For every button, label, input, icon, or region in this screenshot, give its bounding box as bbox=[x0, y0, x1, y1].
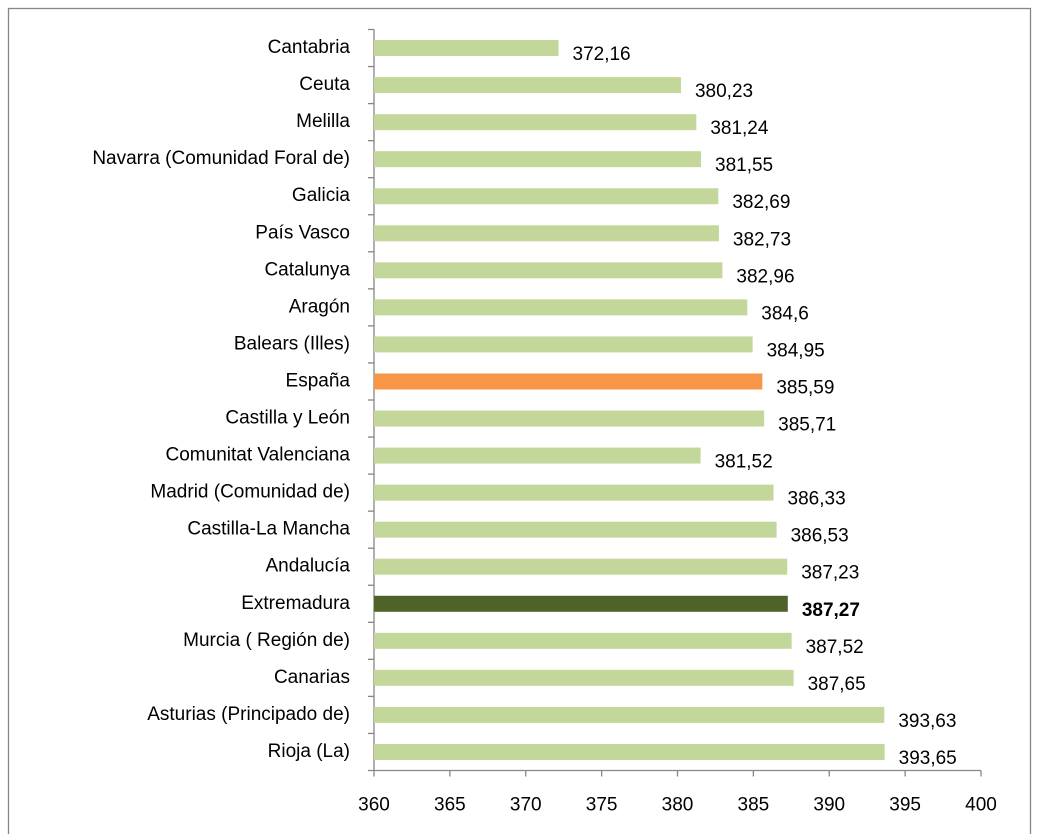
data-label: 384,6 bbox=[761, 303, 809, 324]
data-label: 380,23 bbox=[695, 81, 753, 102]
data-label: 381,24 bbox=[710, 118, 769, 139]
data-label: 382,96 bbox=[736, 266, 794, 287]
data-label: 387,27 bbox=[802, 600, 860, 621]
y-tick-label: Canarias bbox=[274, 667, 350, 688]
x-tick-label: 375 bbox=[586, 795, 618, 816]
data-label: 385,71 bbox=[778, 415, 836, 436]
y-tick-label: Asturias (Principado de) bbox=[147, 704, 350, 725]
y-tick-label: Navarra (Comunidad Foral de) bbox=[92, 148, 350, 169]
bar bbox=[374, 188, 719, 205]
y-tick-label: Murcia ( Región de) bbox=[183, 630, 350, 651]
y-tick-label: Castilla y León bbox=[225, 408, 350, 429]
y-tick-label: Andalucía bbox=[265, 556, 350, 577]
bar bbox=[374, 706, 885, 723]
data-label: 385,59 bbox=[776, 377, 834, 398]
y-tick-label: Balears (Illes) bbox=[234, 333, 350, 354]
data-label: 386,53 bbox=[791, 526, 849, 547]
data-label: 382,69 bbox=[732, 192, 790, 213]
data-label: 382,73 bbox=[733, 229, 791, 250]
bar bbox=[374, 484, 774, 501]
bar bbox=[374, 151, 702, 168]
data-label: 387,23 bbox=[801, 563, 859, 584]
data-label: 387,52 bbox=[806, 637, 864, 658]
y-tick-label: Comunitat Valenciana bbox=[166, 445, 351, 466]
data-label: 386,33 bbox=[788, 489, 846, 510]
y-tick-label: Castilla-La Mancha bbox=[187, 519, 350, 540]
data-label: 393,65 bbox=[899, 748, 957, 769]
data-label: 393,63 bbox=[898, 711, 956, 732]
y-tick-label: Rioja (La) bbox=[268, 741, 350, 762]
x-tick-label: 360 bbox=[358, 795, 390, 816]
y-tick-label: Ceuta bbox=[299, 74, 350, 95]
y-tick-label: España bbox=[286, 370, 351, 391]
bar bbox=[374, 447, 701, 464]
y-tick-label: Madrid (Comunidad de) bbox=[150, 482, 350, 503]
x-tick-label: 400 bbox=[965, 795, 997, 816]
bar bbox=[374, 373, 763, 390]
bar bbox=[374, 225, 719, 242]
x-tick-label: 390 bbox=[813, 795, 845, 816]
bar bbox=[374, 743, 885, 760]
data-label: 384,95 bbox=[767, 340, 825, 361]
y-tick-label: Catalunya bbox=[264, 259, 350, 280]
y-tick-label: País Vasco bbox=[255, 222, 350, 243]
data-label: 372,16 bbox=[573, 44, 631, 65]
y-tick-label: Cantabria bbox=[268, 37, 351, 58]
y-tick-label: Melilla bbox=[296, 111, 350, 132]
bar bbox=[374, 336, 753, 353]
bar bbox=[374, 40, 559, 57]
bar bbox=[374, 299, 748, 316]
x-tick-label: 380 bbox=[662, 795, 694, 816]
x-tick-label: 370 bbox=[510, 795, 542, 816]
bar bbox=[374, 669, 794, 686]
bar bbox=[374, 262, 723, 279]
bar bbox=[374, 558, 788, 575]
data-label: 387,65 bbox=[808, 674, 866, 695]
x-tick-label: 385 bbox=[738, 795, 770, 816]
x-tick-label: 365 bbox=[434, 795, 466, 816]
bar bbox=[374, 595, 788, 612]
bar bbox=[374, 410, 765, 427]
y-tick-label: Aragón bbox=[289, 296, 350, 317]
data-label: 381,52 bbox=[715, 452, 773, 473]
bar bbox=[374, 77, 681, 94]
x-tick-label: 395 bbox=[889, 795, 921, 816]
bar bbox=[374, 114, 697, 131]
y-tick-label: Extremadura bbox=[241, 593, 350, 614]
bar bbox=[374, 632, 792, 649]
bar bbox=[374, 521, 777, 538]
data-label: 381,55 bbox=[715, 155, 773, 176]
y-tick-label: Galicia bbox=[292, 185, 351, 206]
